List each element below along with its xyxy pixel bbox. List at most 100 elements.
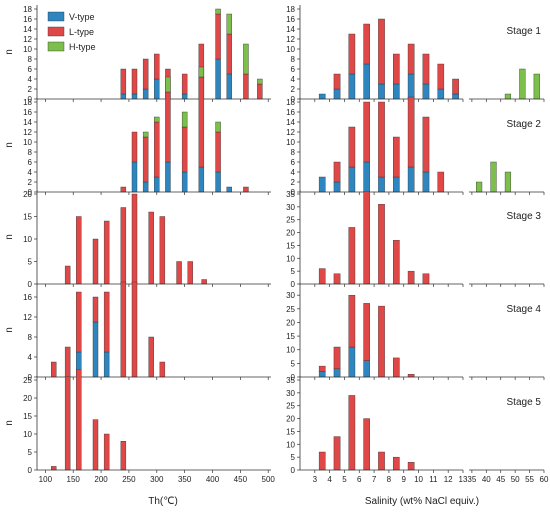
salinity-bar-4-5-L bbox=[378, 305, 385, 378]
th-xtick-label: 300 bbox=[150, 475, 164, 484]
salinity-bar-2-9-L bbox=[437, 171, 445, 193]
th-bar-3-9-L bbox=[176, 261, 182, 285]
stage-label-4: Stage 4 bbox=[507, 304, 542, 315]
salinity-bar-4-1-V bbox=[318, 371, 326, 378]
th-bar-3-6-L bbox=[131, 193, 138, 285]
salinity-ytick-label: 5 bbox=[291, 359, 296, 368]
th-ytick-label: 16 bbox=[23, 15, 32, 24]
salinity-ytick-label: 10 bbox=[286, 440, 295, 449]
salinity-ytick-label: 15 bbox=[286, 427, 295, 436]
th-bar-3-2-L bbox=[76, 216, 82, 285]
salinity-ytick-label: 6 bbox=[291, 158, 296, 167]
salinity-ytick-label: 10 bbox=[286, 254, 295, 263]
salinity-xtick-label: 9 bbox=[402, 475, 407, 484]
salinity-ytick-label: 14 bbox=[286, 25, 295, 34]
th-ytick-label: 4 bbox=[28, 75, 33, 84]
salinity-ytick-label: 0 bbox=[291, 373, 296, 382]
salinity-bar-1-1-V bbox=[318, 93, 326, 100]
th-ytick-label: 2 bbox=[28, 178, 33, 187]
salinity-bar-1-8-L bbox=[422, 53, 430, 85]
salinity-bar-1-3-L bbox=[348, 33, 356, 75]
salinity-bar-4-2-L bbox=[333, 346, 341, 370]
salinity-ytick-label: 12 bbox=[286, 35, 295, 44]
salinity-xtick-label: 7 bbox=[372, 475, 377, 484]
th-bar-5-3-L bbox=[76, 369, 82, 471]
th-ytick-label: 10 bbox=[23, 235, 32, 244]
salinity-ytick-label: 30 bbox=[286, 389, 295, 398]
salinity-ytick-label: 4 bbox=[291, 168, 296, 177]
th-bar-4-5-V bbox=[103, 351, 110, 378]
th-bar-2-5-H bbox=[165, 76, 171, 93]
salinity-bar-1-4-L bbox=[363, 23, 370, 65]
th-bar-4-4-V bbox=[92, 321, 99, 378]
stage-label-2: Stage 2 bbox=[507, 119, 542, 130]
th-ytick-label: 5 bbox=[28, 258, 33, 267]
salinity-bar-4-6-L bbox=[393, 357, 400, 378]
th-ytick-label: 15 bbox=[23, 412, 32, 421]
salinity-xtick-label: 6 bbox=[357, 475, 362, 484]
salinity-bar-5-1-L bbox=[318, 451, 326, 471]
n-axis-title: n bbox=[4, 142, 15, 148]
salinity-bar-2-11-H bbox=[490, 161, 497, 193]
th-bar-5-6-L bbox=[120, 441, 127, 471]
salinity-bar-5-2-L bbox=[333, 436, 341, 471]
legend-entry-1: V-type bbox=[69, 12, 95, 22]
salinity-ytick-label: 18 bbox=[286, 98, 295, 107]
salinity-ytick-label: 25 bbox=[286, 402, 295, 411]
th-ytick-label: 10 bbox=[23, 430, 32, 439]
th-xtick-label: 500 bbox=[262, 475, 276, 484]
salinity-xtick-label: 3 bbox=[313, 475, 318, 484]
legend-swatch-2 bbox=[47, 26, 65, 37]
salinity-bar-4-4-V bbox=[363, 360, 370, 378]
th-bar-3-4-L bbox=[103, 220, 110, 285]
salinity-ytick-label: 20 bbox=[286, 318, 295, 327]
th-bar-2-5-L bbox=[165, 91, 171, 163]
th-ytick-label: 0 bbox=[28, 466, 33, 475]
salinity-ytick-label: 2 bbox=[291, 85, 296, 94]
th-ytick-label: 0 bbox=[28, 188, 33, 197]
salinity-bar-1-2-V bbox=[333, 88, 341, 100]
salinity-ytick-label: 16 bbox=[286, 15, 295, 24]
th-xtick-label: 450 bbox=[234, 475, 248, 484]
salinity-bar-1-7-L bbox=[407, 43, 415, 75]
salinity-bar-5-7-L bbox=[407, 462, 415, 471]
salinity-bar-3-5-L bbox=[378, 204, 385, 285]
th-bar-1-10-H bbox=[243, 43, 249, 75]
th-bar-1-9-H bbox=[226, 13, 232, 35]
salinity-ytick-label: 15 bbox=[286, 332, 295, 341]
salinity-ytick-label: 25 bbox=[286, 216, 295, 225]
th-ytick-label: 12 bbox=[23, 313, 32, 322]
th-ytick-label: 14 bbox=[23, 25, 32, 34]
salinity-bar-2-7-L bbox=[407, 96, 415, 168]
th-bar-3-1-L bbox=[64, 265, 71, 285]
salinity-ytick-label: 10 bbox=[286, 346, 295, 355]
th-ytick-label: 5 bbox=[28, 448, 33, 457]
salinity-ytick-label: 0 bbox=[291, 95, 296, 104]
th-ytick-label: 8 bbox=[28, 148, 33, 157]
th-bar-2-4-L bbox=[154, 121, 160, 178]
salinity-bar-1-8-V bbox=[422, 83, 430, 100]
th-bar-2-3-H bbox=[142, 131, 149, 138]
salinity-bar-3-8-L bbox=[422, 273, 430, 285]
salinity-xtick-label: 10 bbox=[414, 475, 423, 484]
n-axis-title: n bbox=[4, 49, 15, 55]
salinity-ytick-label: 10 bbox=[286, 45, 295, 54]
th-bar-1-9-V bbox=[226, 73, 232, 100]
salinity-bar-2-1-V bbox=[318, 176, 326, 193]
th-bar-1-8-V bbox=[215, 58, 221, 100]
th-ytick-label: 16 bbox=[23, 293, 32, 302]
th-bar-1-9-L bbox=[226, 33, 232, 75]
salinity-bar-5-4-L bbox=[363, 418, 370, 471]
th-ytick-label: 20 bbox=[23, 190, 32, 199]
salinity-bar-4-4-L bbox=[363, 303, 370, 361]
th-bar-2-8-V bbox=[215, 171, 221, 193]
salinity-ytick-label: 35 bbox=[286, 376, 295, 385]
salinity-bar-1-2-L bbox=[333, 73, 341, 90]
salinity-ytick-label: 18 bbox=[286, 5, 295, 14]
stage-panel-3: 0 5 10 15 20 n 0 5 10 15 20 25 30 35 Stage 3 bbox=[4, 190, 545, 289]
th-bar-3-11-L bbox=[201, 279, 207, 285]
salinity-bar-2-3-V bbox=[348, 166, 356, 193]
salinity-bar-4-7-L bbox=[407, 374, 415, 378]
